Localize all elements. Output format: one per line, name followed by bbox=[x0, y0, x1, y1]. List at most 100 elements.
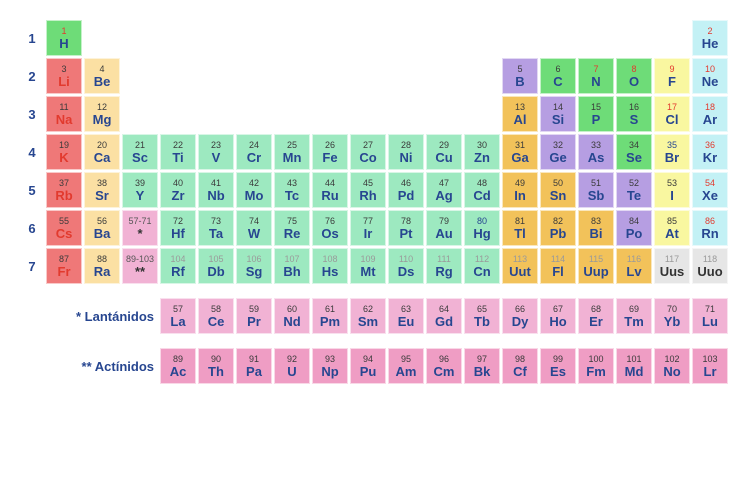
element-Nb: 41Nb bbox=[198, 172, 234, 208]
element-symbol: Po bbox=[626, 227, 643, 240]
atomic-number: 18 bbox=[705, 103, 715, 112]
element-Ce: 58Ce bbox=[198, 298, 234, 334]
element-symbol: Np bbox=[321, 365, 338, 378]
atomic-number: 27 bbox=[363, 141, 373, 150]
element-Bh: 107Bh bbox=[274, 248, 310, 284]
period-row-3: 311Na12Mg13Al14Si15P16S17Cl18Ar bbox=[20, 96, 734, 132]
element-Rg: 111Rg bbox=[426, 248, 462, 284]
element-Se: 34Se bbox=[616, 134, 652, 170]
element-symbol: Bi bbox=[590, 227, 603, 240]
element-Bk: 97Bk bbox=[464, 348, 500, 384]
element-C: 6C bbox=[540, 58, 576, 94]
element-symbol: P bbox=[592, 113, 601, 126]
periodic-table: 11H2He23Li4Be5B6C7N8O9F10Ne311Na12Mg13Al… bbox=[20, 20, 734, 384]
period-label: 1 bbox=[20, 20, 44, 56]
element-Sc: 21Sc bbox=[122, 134, 158, 170]
atomic-number: 46 bbox=[401, 179, 411, 188]
element-In: 49In bbox=[502, 172, 538, 208]
atomic-number: 83 bbox=[591, 217, 601, 226]
atomic-number: 76 bbox=[325, 217, 335, 226]
element-Mo: 42Mo bbox=[236, 172, 272, 208]
element-Fl: 114Fl bbox=[540, 248, 576, 284]
element-symbol: Ac bbox=[170, 365, 187, 378]
atomic-number: 101 bbox=[626, 355, 641, 364]
element-Ta: 73Ta bbox=[198, 210, 234, 246]
element-Ga: 31Ga bbox=[502, 134, 538, 170]
atomic-number: 2 bbox=[707, 27, 712, 36]
element-Ir: 77Ir bbox=[350, 210, 386, 246]
element-Y: 39Y bbox=[122, 172, 158, 208]
element-Kr: 36Kr bbox=[692, 134, 728, 170]
element-Po: 84Po bbox=[616, 210, 652, 246]
element-Rf: 104Rf bbox=[160, 248, 196, 284]
atomic-number: 77 bbox=[363, 217, 373, 226]
element-symbol: Mg bbox=[93, 113, 112, 126]
element-symbol: Bh bbox=[283, 265, 300, 278]
atomic-number: 44 bbox=[325, 179, 335, 188]
atomic-number: 112 bbox=[475, 255, 489, 264]
element-symbol: I bbox=[670, 189, 674, 202]
element-Ba: 56Ba bbox=[84, 210, 120, 246]
element-Uuo: 118Uuo bbox=[692, 248, 728, 284]
atomic-number: 49 bbox=[515, 179, 525, 188]
element-symbol: Zn bbox=[474, 151, 490, 164]
element-Re: 75Re bbox=[274, 210, 310, 246]
element-symbol: Yb bbox=[664, 315, 681, 328]
element-symbol: Fm bbox=[586, 365, 606, 378]
element-symbol: Sr bbox=[95, 189, 109, 202]
atomic-number: 99 bbox=[553, 355, 563, 364]
period-label: 6 bbox=[20, 210, 44, 246]
element-Cs: 55Cs bbox=[46, 210, 82, 246]
atomic-number: 9 bbox=[669, 65, 674, 74]
element-symbol: Os bbox=[321, 227, 338, 240]
element-symbol: Rb bbox=[55, 189, 72, 202]
element-symbol: Ti bbox=[172, 151, 183, 164]
element-symbol: Mn bbox=[283, 151, 302, 164]
atomic-number: 75 bbox=[287, 217, 297, 226]
atomic-number: 53 bbox=[667, 179, 677, 188]
element-symbol: Cf bbox=[513, 365, 527, 378]
element-symbol: Re bbox=[284, 227, 301, 240]
atomic-number: 11 bbox=[59, 103, 68, 112]
element-symbol: Sg bbox=[246, 265, 263, 278]
element-symbol: Mo bbox=[245, 189, 264, 202]
atomic-number: 8 bbox=[631, 65, 636, 74]
element-Er: 68Er bbox=[578, 298, 614, 334]
element-symbol: Sn bbox=[550, 189, 567, 202]
element-symbol: Rn bbox=[701, 227, 718, 240]
atomic-number: 37 bbox=[59, 179, 69, 188]
element-symbol: Co bbox=[359, 151, 376, 164]
element-Pa: 91Pa bbox=[236, 348, 272, 384]
atomic-number: 36 bbox=[705, 141, 715, 150]
atomic-number: 68 bbox=[591, 305, 601, 314]
element-symbol: Ru bbox=[321, 189, 338, 202]
element-symbol: F bbox=[668, 75, 676, 88]
element-Fe: 26Fe bbox=[312, 134, 348, 170]
atomic-number: 13 bbox=[515, 103, 525, 112]
element-Cn: 112Cn bbox=[464, 248, 500, 284]
atomic-number: 103 bbox=[702, 355, 717, 364]
element-Lu: 71Lu bbox=[692, 298, 728, 334]
atomic-number: 84 bbox=[629, 217, 639, 226]
atomic-number: 110 bbox=[399, 255, 413, 264]
element-O: 8O bbox=[616, 58, 652, 94]
element-symbol: Ag bbox=[435, 189, 452, 202]
element-symbol: Pb bbox=[550, 227, 567, 240]
element-symbol: V bbox=[212, 151, 221, 164]
element-Th: 90Th bbox=[198, 348, 234, 384]
atomic-number: 104 bbox=[170, 255, 185, 264]
atomic-number: 86 bbox=[705, 217, 715, 226]
element-Yb: 70Yb bbox=[654, 298, 690, 334]
element-symbol: Bk bbox=[474, 365, 491, 378]
element-symbol: Cn bbox=[473, 265, 490, 278]
element-Ne: 10Ne bbox=[692, 58, 728, 94]
element-Te: 52Te bbox=[616, 172, 652, 208]
element-symbol: Am bbox=[396, 365, 417, 378]
element-symbol: Hs bbox=[322, 265, 339, 278]
element-symbol: Nb bbox=[207, 189, 224, 202]
atomic-number: 109 bbox=[360, 255, 375, 264]
element-Zr: 40Zr bbox=[160, 172, 196, 208]
element-Ho: 67Ho bbox=[540, 298, 576, 334]
atomic-number: 66 bbox=[515, 305, 525, 314]
atomic-number: 85 bbox=[667, 217, 677, 226]
